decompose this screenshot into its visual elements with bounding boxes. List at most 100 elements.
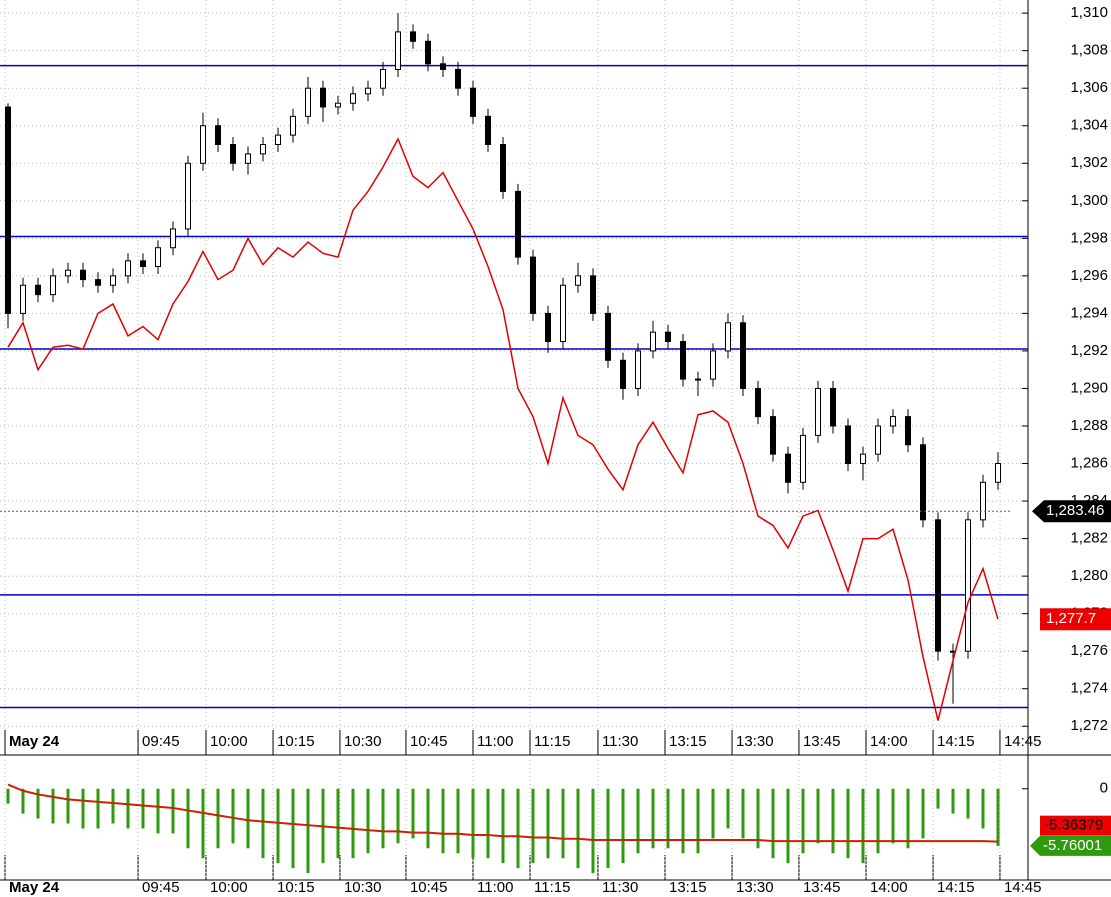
x-tick-label: 14:00 xyxy=(870,733,908,750)
candle xyxy=(845,418,851,472)
candle-body xyxy=(275,134,281,145)
histogram-bar xyxy=(246,788,250,849)
candle xyxy=(935,512,941,661)
histogram-bar xyxy=(231,788,235,844)
x-tick-label: 10:30 xyxy=(344,879,382,896)
candle xyxy=(95,272,101,293)
x-tick-label: 09:45 xyxy=(142,733,180,750)
candle-body xyxy=(785,453,791,483)
x-tick-label: 13:45 xyxy=(803,879,841,896)
candle xyxy=(875,418,881,462)
candle xyxy=(575,262,581,293)
candle-body xyxy=(800,434,806,483)
histogram-bar xyxy=(786,788,790,864)
histogram-bar xyxy=(846,788,850,859)
histogram-bar xyxy=(966,788,970,819)
histogram-bar xyxy=(141,788,145,829)
histogram-bar xyxy=(801,788,805,854)
candle xyxy=(860,446,866,481)
candle xyxy=(365,80,371,102)
y-tick-label: 1,292 xyxy=(1070,342,1108,359)
y-tick-label: 1,298 xyxy=(1070,229,1108,246)
candle-body xyxy=(380,68,386,89)
histogram-bar xyxy=(81,788,85,829)
histogram-bar xyxy=(546,788,550,859)
candle-body xyxy=(5,106,11,314)
candle-body xyxy=(680,341,686,380)
candle-body xyxy=(830,387,836,427)
histogram-bar xyxy=(156,788,160,834)
histogram-bar xyxy=(126,788,130,829)
histogram-bar xyxy=(366,788,370,854)
value-tag-label: -5.76001 xyxy=(1043,837,1102,854)
histogram-bar xyxy=(51,788,55,824)
candle-body xyxy=(905,416,911,446)
candle-body xyxy=(605,312,611,361)
candle xyxy=(245,146,251,175)
y-tick-label: 1,290 xyxy=(1070,379,1108,396)
candle xyxy=(5,103,11,329)
candle-body xyxy=(620,359,626,389)
value-tag xyxy=(1040,815,1111,836)
candle-body xyxy=(890,416,896,427)
candle-body xyxy=(200,125,206,164)
candle xyxy=(305,76,311,124)
price-tag-label: 1,277.7 xyxy=(1046,610,1096,627)
candle xyxy=(380,61,386,96)
y-tick-label: 1,272 xyxy=(1070,717,1108,734)
candle-body xyxy=(425,40,431,65)
histogram-bar xyxy=(426,788,430,849)
candle xyxy=(800,427,806,490)
histogram-bar xyxy=(741,788,745,839)
candle xyxy=(410,24,416,49)
histogram-bar xyxy=(186,788,190,849)
histogram-bar xyxy=(906,788,910,849)
candle xyxy=(35,277,41,303)
candle xyxy=(770,409,776,462)
histogram-bar xyxy=(306,788,310,874)
candle xyxy=(905,409,911,453)
candle xyxy=(200,112,206,171)
candle-body xyxy=(350,93,356,104)
candle xyxy=(65,262,71,284)
candle-body xyxy=(920,444,926,521)
candle-body xyxy=(125,260,131,277)
candle-body xyxy=(215,125,221,145)
histogram-bar xyxy=(291,788,295,869)
candle xyxy=(395,13,401,77)
candle-body xyxy=(410,31,416,42)
candle xyxy=(815,380,821,443)
histogram-bar xyxy=(201,788,205,859)
histogram-bar xyxy=(66,788,70,824)
candle xyxy=(455,61,461,96)
histogram-bar xyxy=(471,788,475,859)
x-tick-label: 09:45 xyxy=(142,879,180,896)
candle xyxy=(290,108,296,143)
y-tick-label: 1,296 xyxy=(1070,267,1108,284)
candle xyxy=(695,371,701,396)
candle xyxy=(20,277,26,321)
candle xyxy=(620,352,626,400)
candle xyxy=(785,446,791,494)
histogram-bar xyxy=(576,788,580,869)
x-tick-label: 11:30 xyxy=(602,733,638,750)
histogram-bar xyxy=(111,788,115,824)
candle-body xyxy=(140,260,146,267)
histogram-bar xyxy=(381,788,385,849)
histogram-bar xyxy=(711,788,715,839)
histogram-bar xyxy=(771,788,775,859)
y-tick-label: 1,288 xyxy=(1070,417,1108,434)
candle-body xyxy=(440,63,446,70)
histogram-bar xyxy=(216,788,220,849)
candle xyxy=(350,86,356,111)
candle-body xyxy=(260,143,266,155)
candle-body xyxy=(515,190,521,258)
histogram-bar xyxy=(171,788,175,834)
histogram-bar xyxy=(531,788,535,864)
candle xyxy=(485,108,491,153)
histogram-bar xyxy=(681,788,685,854)
candle-body xyxy=(665,331,671,343)
x-tick-label: 13:45 xyxy=(803,733,841,750)
